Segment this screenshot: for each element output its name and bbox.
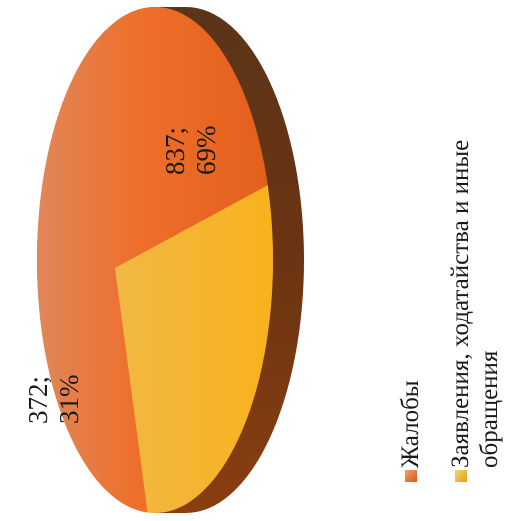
pie-slice-applications	[115, 185, 273, 513]
pie-top	[36, 6, 273, 513]
legend-label-applications-line1: Заявления, ходатайства и иные	[447, 140, 474, 468]
legend-swatch-applications	[455, 470, 467, 482]
data-label-applications-percent: 31%	[54, 375, 84, 425]
legend-swatch-complaints	[405, 470, 417, 482]
legend-label-complaints: Жалобы	[397, 380, 424, 468]
legend: Жалобы Заявления, ходатайства и иные обр…	[397, 140, 503, 482]
data-label-complaints-percent: 69%	[191, 126, 221, 176]
legend-label-applications-line2: обращения	[476, 350, 503, 468]
data-label-applications-value: 372;	[23, 376, 53, 424]
data-label-complaints-value: 837;	[160, 127, 190, 175]
pie-slice-complaints	[36, 6, 268, 513]
